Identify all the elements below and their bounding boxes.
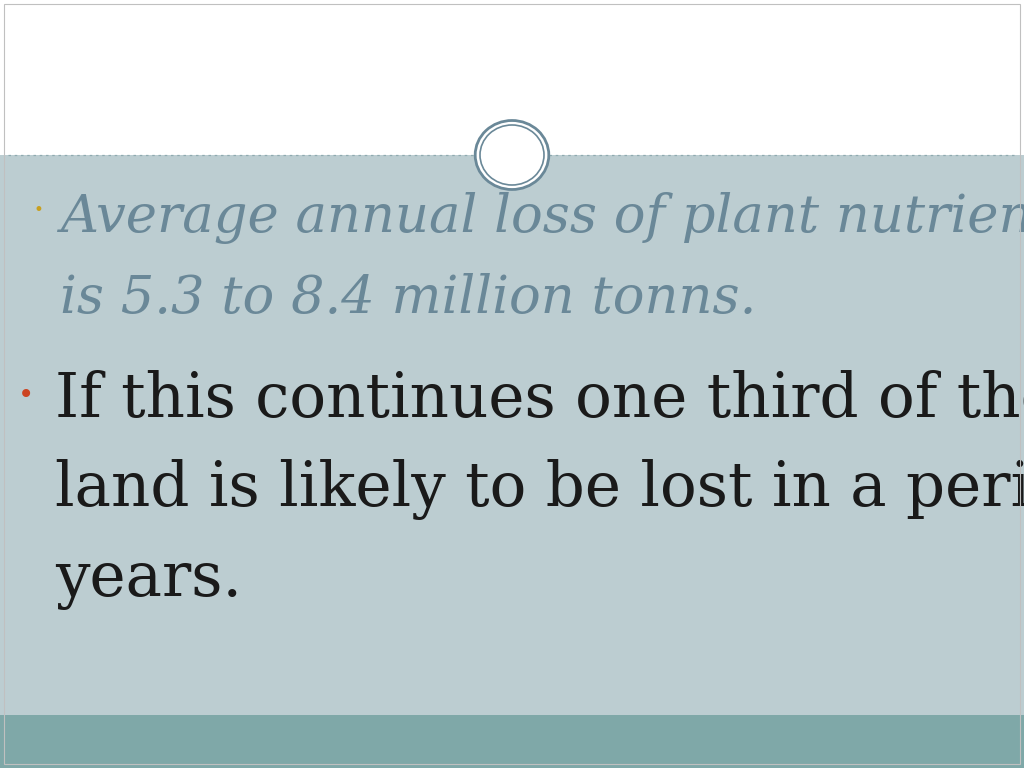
Ellipse shape xyxy=(475,121,549,190)
Text: land is likely to be lost in a period of 20: land is likely to be lost in a period of… xyxy=(55,459,1024,521)
Text: •: • xyxy=(17,381,34,409)
Text: Average annual loss of plant nutrients: Average annual loss of plant nutrients xyxy=(60,192,1024,244)
Bar xyxy=(0,155,1024,715)
Text: is 5.3 to 8.4 million tonns.: is 5.3 to 8.4 million tonns. xyxy=(60,273,757,323)
Text: years.: years. xyxy=(55,550,242,610)
Text: •: • xyxy=(33,201,43,219)
Text: If this continues one third of the arable: If this continues one third of the arabl… xyxy=(55,370,1024,430)
Ellipse shape xyxy=(480,125,544,185)
Ellipse shape xyxy=(484,130,540,180)
Bar xyxy=(0,715,1024,768)
